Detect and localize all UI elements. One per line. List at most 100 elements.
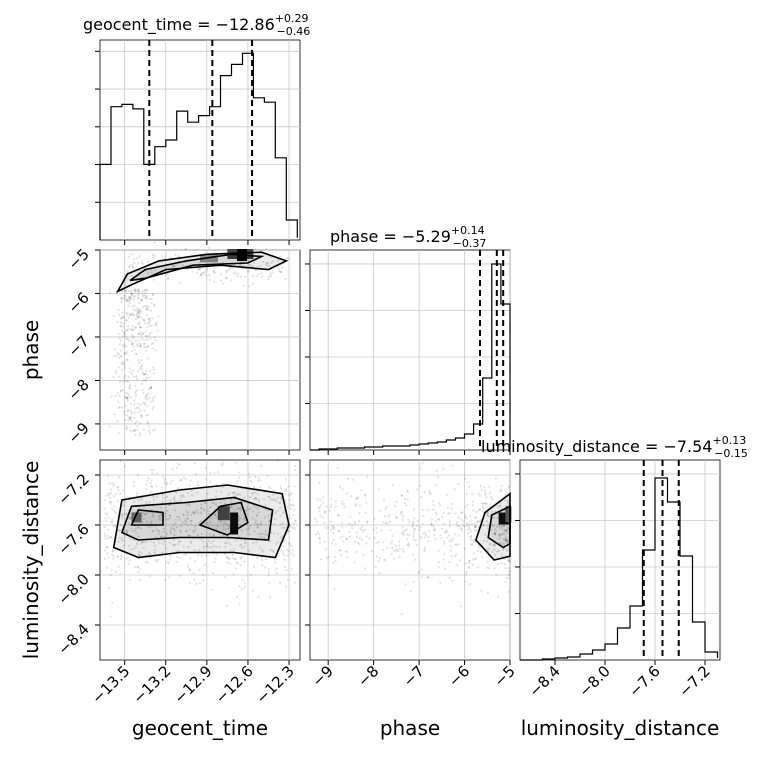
sample-point	[145, 501, 148, 504]
sample-point	[148, 425, 151, 428]
sample-point	[210, 541, 213, 544]
sample-point	[187, 524, 190, 527]
x-tick-label: −12.9	[170, 662, 215, 707]
sample-point	[134, 289, 137, 292]
sample-point	[474, 516, 477, 519]
sample-point	[151, 407, 154, 410]
sample-point	[212, 572, 215, 575]
sample-point	[474, 526, 477, 529]
sample-point	[292, 554, 295, 557]
sample-point	[363, 493, 367, 496]
sample-point	[499, 542, 502, 545]
sample-point	[200, 512, 203, 515]
sample-point	[227, 527, 230, 530]
sample-point	[238, 523, 241, 526]
sample-point	[117, 400, 120, 403]
sample-point	[486, 548, 489, 551]
sample-point	[149, 556, 152, 559]
sample-point	[286, 506, 289, 509]
sample-point	[283, 538, 286, 541]
sample-point	[393, 557, 396, 560]
sample-point	[466, 503, 469, 506]
sample-point	[120, 362, 123, 365]
sample-point	[355, 497, 358, 500]
sample-point	[132, 342, 135, 345]
sample-point	[139, 331, 142, 334]
sample-point	[123, 396, 126, 399]
sample-point	[220, 462, 223, 466]
sample-point	[184, 247, 187, 250]
sample-point	[106, 513, 109, 516]
sample-point	[133, 411, 136, 414]
sample-point	[123, 331, 126, 334]
sample-point	[159, 512, 162, 516]
sample-point	[502, 525, 505, 528]
sample-point	[134, 422, 137, 425]
sample-point	[276, 459, 279, 462]
sample-point	[151, 472, 154, 475]
sample-point	[134, 289, 137, 292]
sample-point	[268, 265, 271, 268]
sample-point	[332, 532, 335, 535]
sample-point	[372, 528, 375, 531]
sample-point	[362, 554, 365, 557]
sample-point	[278, 502, 281, 505]
sample-point	[148, 376, 151, 379]
sample-point	[400, 510, 403, 513]
sample-point	[110, 395, 113, 398]
sample-point	[285, 585, 288, 588]
sample-point	[130, 291, 133, 294]
sample-point	[214, 495, 217, 498]
sample-point	[246, 506, 249, 509]
sample-point	[498, 533, 501, 536]
sample-point	[208, 480, 212, 483]
sample-point	[136, 315, 139, 319]
sample-point	[253, 530, 256, 533]
sample-point	[414, 558, 417, 561]
sample-point	[136, 425, 139, 428]
sample-point	[184, 520, 187, 523]
sample-point	[140, 359, 143, 362]
sample-point	[245, 509, 248, 512]
sample-point	[137, 333, 140, 336]
sample-point	[206, 521, 209, 525]
sample-point	[136, 322, 139, 326]
sample-point	[126, 358, 129, 361]
sample-point	[160, 535, 163, 538]
sample-point	[490, 528, 493, 532]
sample-point	[477, 520, 480, 523]
sample-point	[268, 581, 271, 584]
sample-point	[469, 538, 473, 541]
sample-point	[152, 405, 155, 408]
sample-point	[503, 563, 506, 566]
sample-point	[152, 498, 156, 501]
sample-point	[144, 296, 147, 299]
sample-point	[188, 484, 191, 487]
sample-point	[283, 554, 286, 557]
sample-point	[160, 535, 163, 538]
sample-point	[138, 308, 141, 311]
sample-point	[168, 514, 171, 517]
sample-point	[236, 507, 239, 510]
sample-point	[319, 504, 322, 507]
sample-point	[470, 523, 474, 526]
sample-point	[131, 263, 134, 266]
sample-point	[153, 428, 156, 431]
sample-point	[238, 263, 241, 266]
sample-point	[261, 548, 264, 552]
title-luminosity-distance: luminosity_distance = −7.54+0.13 −0.15	[481, 434, 748, 460]
sample-point	[448, 524, 451, 527]
sample-point	[140, 414, 143, 417]
sample-point	[175, 491, 178, 494]
sample-point	[439, 534, 442, 537]
sample-point	[126, 270, 129, 273]
sample-point	[164, 518, 168, 521]
sample-point	[138, 320, 141, 323]
sample-point	[174, 518, 177, 522]
sample-point	[140, 291, 143, 295]
sample-point	[105, 519, 108, 522]
sample-point	[345, 537, 348, 540]
sample-point	[508, 573, 511, 576]
sample-point	[141, 295, 144, 298]
x-tick-label: −8	[354, 662, 382, 690]
